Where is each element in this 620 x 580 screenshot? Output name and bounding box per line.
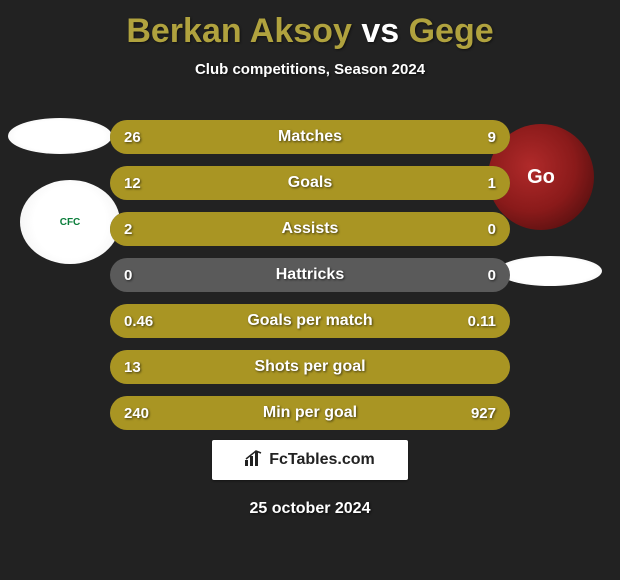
stat-value-right: 0 — [450, 267, 510, 284]
stat-row: 240Min per goal927 — [110, 396, 510, 430]
stat-row: 26Matches9 — [110, 120, 510, 154]
stat-value-right: 927 — [450, 405, 510, 422]
stat-row: 2Assists0 — [110, 212, 510, 246]
stat-value-left: 0 — [110, 267, 170, 284]
player2-name: Gege — [409, 12, 494, 50]
page-title: Berkan Aksoy vs Gege — [0, 0, 620, 51]
site-badge: FcTables.com — [212, 440, 408, 480]
stat-value-right: 0.11 — [450, 313, 510, 330]
stat-value-left: 240 — [110, 405, 170, 422]
stat-value-left: 2 — [110, 221, 170, 238]
player1-name: Berkan Aksoy — [126, 12, 352, 50]
stat-value-right: 0 — [450, 221, 510, 238]
stat-value-left: 12 — [110, 175, 170, 192]
stat-value-right: 1 — [450, 175, 510, 192]
player1-club-badge: CFC — [20, 180, 120, 264]
site-name: FcTables.com — [269, 451, 375, 469]
stat-value-right: 9 — [450, 129, 510, 146]
player1-flag — [8, 118, 112, 154]
stat-value-left: 0.46 — [110, 313, 170, 330]
stat-label: Shots per goal — [170, 358, 450, 376]
stat-row: 0.46Goals per match0.11 — [110, 304, 510, 338]
player2-flag — [498, 256, 602, 286]
club-badge-text: CFC — [60, 217, 81, 228]
chart-icon — [245, 450, 263, 471]
vs-text: vs — [361, 12, 399, 50]
stat-row: 13Shots per goal — [110, 350, 510, 384]
stat-row: 0Hattricks0 — [110, 258, 510, 292]
stat-label: Min per goal — [170, 404, 450, 422]
photo-overlay-text: Go — [527, 166, 555, 189]
stat-label: Assists — [170, 220, 450, 238]
stats-table: 26Matches912Goals12Assists00Hattricks00.… — [110, 120, 510, 442]
stat-label: Matches — [170, 128, 450, 146]
stat-label: Goals per match — [170, 312, 450, 330]
date-text: 25 october 2024 — [250, 500, 371, 518]
stat-value-left: 13 — [110, 359, 170, 376]
stat-label: Goals — [170, 174, 450, 192]
subtitle: Club competitions, Season 2024 — [0, 61, 620, 78]
stat-value-left: 26 — [110, 129, 170, 146]
stat-label: Hattricks — [170, 266, 450, 284]
stat-row: 12Goals1 — [110, 166, 510, 200]
